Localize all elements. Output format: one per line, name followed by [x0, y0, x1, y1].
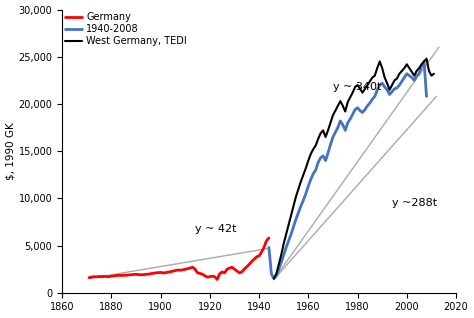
West Germany, TEDI — [271, 277, 277, 280]
West Germany, TEDI — [310, 147, 316, 151]
Line: 1940-2008: 1940-2008 — [269, 61, 427, 279]
1940-2008 — [404, 72, 410, 76]
1940-2008 — [416, 72, 422, 76]
West Germany, TEDI — [320, 128, 326, 132]
1940-2008 — [335, 126, 341, 129]
West Germany, TEDI — [419, 62, 424, 66]
West Germany, TEDI — [424, 57, 429, 60]
Germany — [146, 272, 151, 276]
Legend: Germany, 1940-2008, West Germany, TEDI: Germany, 1940-2008, West Germany, TEDI — [65, 12, 187, 46]
Germany — [214, 278, 220, 281]
Germany — [266, 236, 272, 240]
1940-2008 — [266, 245, 272, 249]
West Germany, TEDI — [397, 72, 402, 76]
1940-2008 — [350, 113, 356, 116]
1940-2008 — [315, 161, 321, 164]
Germany — [126, 273, 131, 277]
West Germany, TEDI — [431, 72, 437, 76]
Y-axis label: $, 1990 GK: $, 1990 GK — [6, 122, 16, 180]
Germany — [251, 257, 257, 261]
1940-2008 — [421, 59, 427, 63]
Line: Germany: Germany — [89, 238, 269, 280]
Germany — [187, 266, 193, 270]
1940-2008 — [424, 94, 429, 98]
West Germany, TEDI — [283, 232, 289, 236]
Germany — [123, 273, 129, 277]
West Germany, TEDI — [340, 104, 346, 108]
Germany — [185, 267, 191, 271]
Line: West Germany, TEDI: West Germany, TEDI — [274, 59, 434, 279]
1940-2008 — [271, 277, 277, 280]
Text: y ~ 340t: y ~ 340t — [333, 82, 381, 92]
Text: y ~288t: y ~288t — [392, 198, 437, 208]
Text: y ~ 42t: y ~ 42t — [195, 225, 237, 234]
Germany — [86, 276, 92, 280]
1940-2008 — [305, 184, 311, 188]
